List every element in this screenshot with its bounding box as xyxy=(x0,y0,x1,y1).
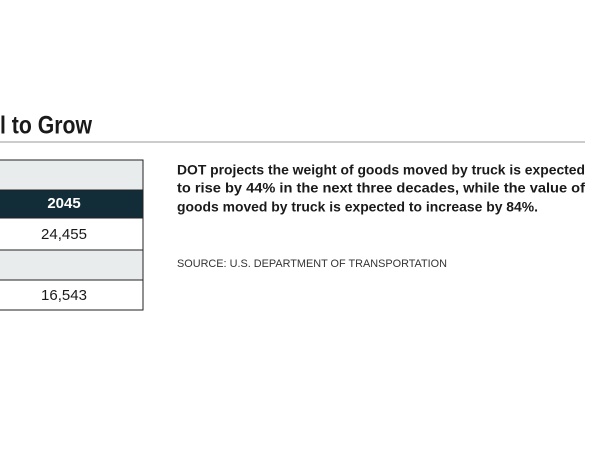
table-header-row xyxy=(0,190,143,218)
source: SOURCE: U.S. DEPARTMENT OF TRANSPORTATIO… xyxy=(177,258,447,270)
table-row xyxy=(0,218,143,250)
description-line: goods moved by truck is expected to incr… xyxy=(177,199,538,215)
table: 2045 24,455 16,543 xyxy=(0,159,144,311)
description-line: to rise by 44% in the next three decades… xyxy=(177,180,585,196)
title: l to Grow xyxy=(0,112,92,140)
table-cell: 24,455 xyxy=(41,226,87,243)
table-cell: 16,543 xyxy=(41,287,87,304)
table-row-shade xyxy=(0,250,143,280)
table-borders xyxy=(0,159,144,311)
table-row xyxy=(0,280,143,310)
table-header-cell: 2045 xyxy=(47,195,80,212)
table-row-shade xyxy=(0,160,143,190)
description-line: DOT projects the weight of goods moved b… xyxy=(177,162,585,178)
